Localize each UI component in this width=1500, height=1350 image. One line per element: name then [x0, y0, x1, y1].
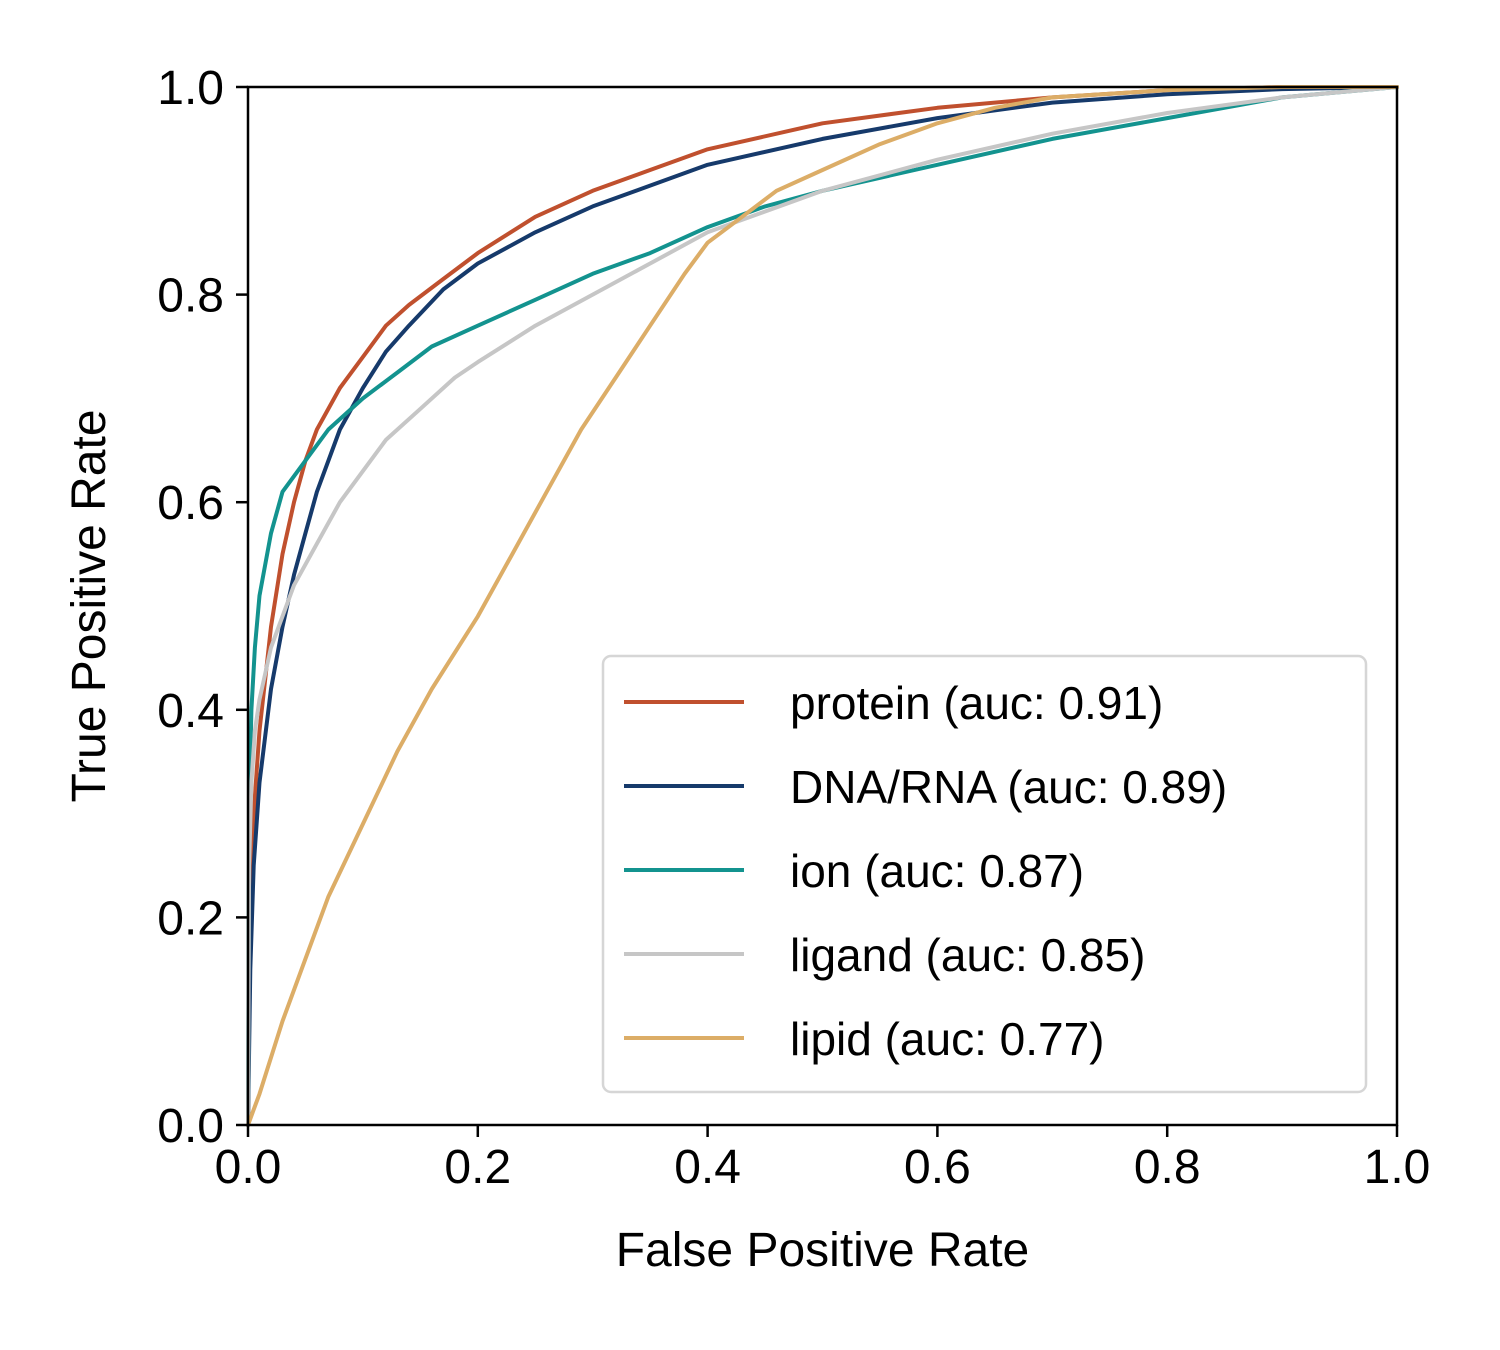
y-axis-label: True Positive Rate	[63, 409, 116, 802]
legend: protein (auc: 0.91) DNA/RNA (auc: 0.89) io…	[601, 654, 1368, 1094]
y-tick-label: 1.0	[157, 62, 224, 115]
y-axis: 0.0 0.2 0.4 0.6 0.8 1.0	[157, 62, 248, 1153]
plot-frame	[246, 85, 1399, 1127]
series-line-0	[246, 85, 1399, 1127]
legend-label-1: DNA/RNA (auc: 0.89)	[790, 761, 1227, 813]
legend-box	[601, 654, 1368, 1094]
plot-series	[246, 85, 1399, 1127]
series-line-2	[246, 85, 1399, 1127]
series-line-1	[246, 85, 1399, 1127]
legend-label-3: ligand (auc: 0.85)	[790, 929, 1145, 981]
series-line-4	[246, 85, 1399, 1127]
x-tick-label: 0.0	[215, 1141, 282, 1194]
x-axis: 0.0 0.2 0.4 0.6 0.8 1.0	[215, 1125, 1431, 1194]
x-tick-label: 0.8	[1134, 1141, 1201, 1194]
y-tick-label: 0.6	[157, 477, 224, 530]
legend-label-0: protein (auc: 0.91)	[790, 677, 1163, 729]
legend-label-4: lipid (auc: 0.77)	[790, 1013, 1105, 1065]
x-tick-label: 0.4	[674, 1141, 741, 1194]
y-tick-label: 0.2	[157, 892, 224, 945]
series-line-3	[246, 85, 1399, 1127]
y-tick-label: 0.8	[157, 270, 224, 323]
legend-label-2: ion (auc: 0.87)	[790, 845, 1084, 897]
x-axis-label: False Positive Rate	[616, 1224, 1030, 1277]
x-tick-label: 1.0	[1364, 1141, 1431, 1194]
x-tick-label: 0.2	[444, 1141, 511, 1194]
y-tick-label: 0.0	[157, 1100, 224, 1153]
y-tick-label: 0.4	[157, 685, 224, 738]
x-tick-label: 0.6	[904, 1141, 971, 1194]
